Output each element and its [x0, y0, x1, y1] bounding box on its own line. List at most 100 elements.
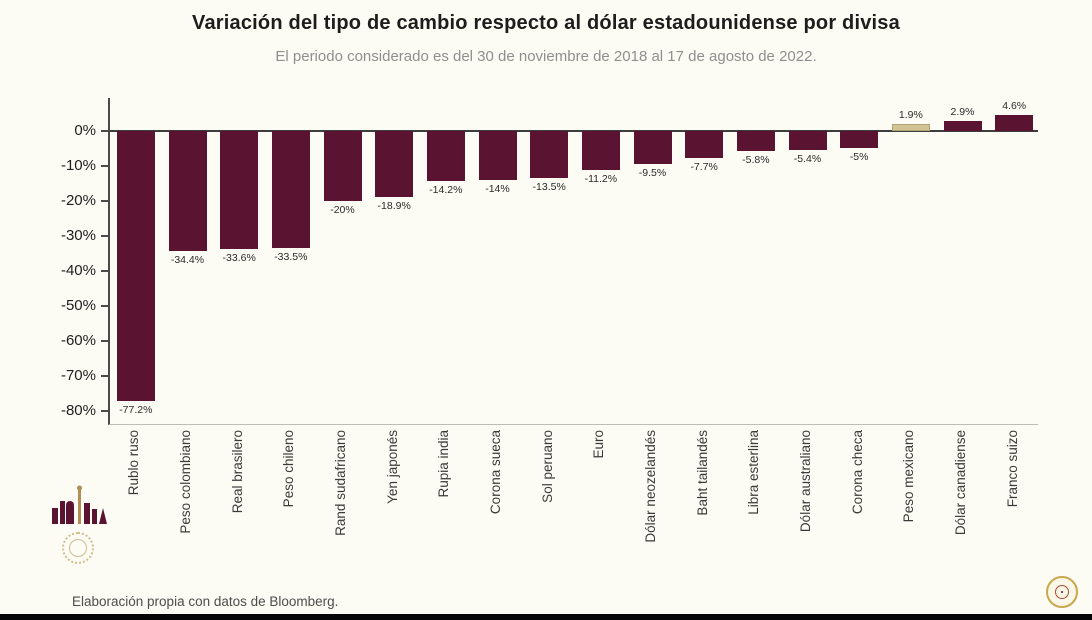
x-tick-label-slot: Rand sudafricano [315, 430, 367, 595]
gold-circular-seal-icon [1046, 576, 1078, 608]
x-tick-label-slot: Yen japonés [366, 430, 418, 595]
x-tick-label: Peso colombiano [177, 430, 193, 534]
bar-value-label: -7.7% [690, 160, 718, 173]
y-tick-label: 0% [74, 121, 96, 139]
x-tick-label: Euro [591, 430, 607, 459]
bar-value-label: -77.2% [119, 404, 153, 417]
x-tick-label-slot: Peso colombiano [160, 430, 212, 595]
bar-value-label: -5.4% [793, 152, 822, 165]
x-tick-label-slot: Dólar canadiense [935, 430, 987, 595]
bar-value-label: 4.6% [1002, 99, 1027, 112]
bar-d-lar-australiano [788, 130, 827, 150]
bar-value-label: -5.8% [742, 154, 770, 167]
bar-d-lar-neozeland-s [633, 130, 672, 165]
x-tick-label: Corona checa [849, 430, 865, 515]
bar-value-label: -14% [485, 182, 510, 195]
y-tick-label: -70% [60, 366, 96, 384]
y-axis-tick [101, 234, 110, 237]
y-axis-tick [101, 199, 110, 202]
x-tick-label: Sol peruano [539, 430, 555, 503]
y-axis-tick [101, 129, 110, 132]
x-tick-label: Corona sueca [487, 430, 503, 515]
x-tick-label-slot: Real brasilero [211, 430, 263, 595]
bar-d-lar-canadiense [943, 120, 982, 131]
y-axis-tick [101, 339, 110, 342]
bar-corona-checa [840, 130, 879, 149]
bar-rupia-india [426, 130, 465, 181]
bar-peso-colombiano [168, 130, 207, 252]
bar-franco-suizo [995, 114, 1034, 131]
x-tick-label-slot: Peso chileno [263, 430, 315, 595]
bar-value-label: -9.5% [638, 167, 667, 180]
bar-value-label: -33.6% [222, 251, 256, 264]
x-tick-label: Libra esterlina [746, 430, 762, 515]
x-tick-label-slot: Euro [573, 430, 625, 595]
x-tick-label-slot: Dólar australiano [780, 430, 832, 595]
x-tick-label: Real brasilero [229, 430, 245, 514]
y-axis-tick [101, 409, 110, 412]
x-axis-labels: Rublo ruso Peso colombiano Real brasilero P… [108, 430, 1038, 595]
bar-value-label: -11.2% [584, 173, 618, 186]
x-tick-label-slot: Sol peruano [521, 430, 573, 595]
mexico-official-seal-icon [62, 532, 94, 564]
y-axis-tick [101, 164, 110, 167]
source-note: Elaboración propia con datos de Bloomber… [72, 594, 339, 609]
bar-value-label: -18.9% [377, 200, 411, 213]
page-title: Variación del tipo de cambio respecto al… [192, 12, 900, 34]
x-tick-label: Dólar neozelandés [642, 430, 658, 543]
bar-baht-tailand-s [685, 130, 724, 158]
x-tick-label: Peso mexicano [901, 430, 917, 523]
y-tick-label: -50% [60, 296, 96, 314]
x-tick-label: Dólar canadiense [952, 430, 968, 536]
y-axis-tick [101, 269, 110, 272]
x-tick-label: Franco suizo [1004, 430, 1020, 508]
mexico-government-skyline-logo [52, 485, 107, 524]
x-tick-label-slot: Peso mexicano [883, 430, 935, 595]
bar-value-label: 2.9% [950, 105, 975, 118]
x-tick-label: Rublo ruso [126, 430, 142, 496]
bar-value-label: -5% [849, 151, 869, 164]
y-tick-label: -30% [60, 226, 96, 244]
x-tick-label: Baht tailandés [694, 430, 710, 516]
zero-axis-line [110, 129, 1038, 132]
x-tick-label-slot: Libra esterlina [728, 430, 780, 595]
x-tick-label-slot: Rublo ruso [108, 430, 160, 595]
x-tick-label-slot: Corona sueca [470, 430, 522, 595]
bottom-black-bar [0, 614, 1092, 620]
bar-real-brasilero [220, 130, 259, 249]
bar-rand-sudafricano [323, 130, 362, 201]
y-tick-label: -80% [60, 401, 96, 419]
bar-euro [581, 130, 620, 171]
bar-value-label: -33.5% [274, 251, 308, 264]
bar-libra-esterlina [736, 130, 775, 152]
y-axis-tick [101, 304, 110, 307]
plot-area: 0% -10% -20% -30% -40% -50% -60% -70% -80% -77.2%… [61, 98, 1038, 425]
bar-value-label: 1.9% [898, 109, 923, 122]
bar-rublo-ruso [116, 130, 155, 402]
y-tick-label: -10% [60, 156, 96, 174]
x-tick-label: Yen japonés [384, 430, 400, 504]
bar-peso-chileno [271, 130, 310, 249]
x-tick-label: Rand sudafricano [332, 430, 348, 536]
x-tick-label: Dólar australiano [797, 430, 813, 533]
x-tick-label-slot: Franco suizo [986, 430, 1038, 595]
x-tick-label-slot: Baht tailandés [676, 430, 728, 595]
x-tick-label-slot: Corona checa [831, 430, 883, 595]
bar-yen-japon-s [375, 130, 414, 198]
x-tick-label: Rupia india [436, 430, 452, 498]
y-axis-tick [101, 374, 110, 377]
bar-value-label: -20% [330, 203, 355, 216]
y-tick-label: -60% [60, 331, 96, 349]
y-tick-label: -20% [60, 191, 96, 209]
bar-corona-sueca [478, 130, 517, 180]
bar-sol-peruano [530, 130, 569, 179]
x-tick-label: Peso chileno [281, 430, 297, 508]
bar-value-label: -14.2% [429, 183, 463, 196]
page-subtitle: El periodo considerado es del 30 de novi… [275, 48, 817, 65]
y-tick-label: -40% [60, 261, 96, 279]
x-tick-label-slot: Dólar neozelandés [625, 430, 677, 595]
x-tick-label-slot: Rupia india [418, 430, 470, 595]
bar-value-label: -34.4% [170, 254, 205, 267]
bar-value-label: -13.5% [532, 181, 566, 194]
